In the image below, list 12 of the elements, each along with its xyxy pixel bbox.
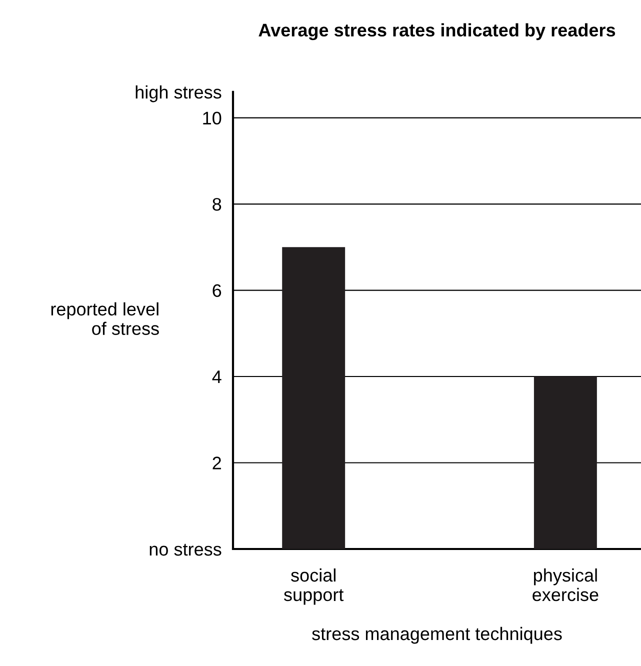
y-tick-label: 4	[212, 370, 222, 384]
y-tick-label: 10	[203, 112, 222, 124]
y-tick-label: 6	[212, 284, 222, 297]
y-tick-label: no stress	[150, 544, 222, 556]
y-tick-label: high stress	[136, 85, 222, 102]
y-axis-title: reported level of stress	[51, 302, 159, 336]
chart-title: Average stress rates indicated by readers	[258, 23, 616, 40]
y-tick-label: 8	[212, 198, 222, 211]
x-tick-label: physical exercise	[532, 568, 598, 602]
y-tick-label: 2	[212, 456, 221, 470]
x-tick-label: social support	[284, 568, 344, 605]
x-axis-title: stress management techniques	[312, 626, 562, 644]
